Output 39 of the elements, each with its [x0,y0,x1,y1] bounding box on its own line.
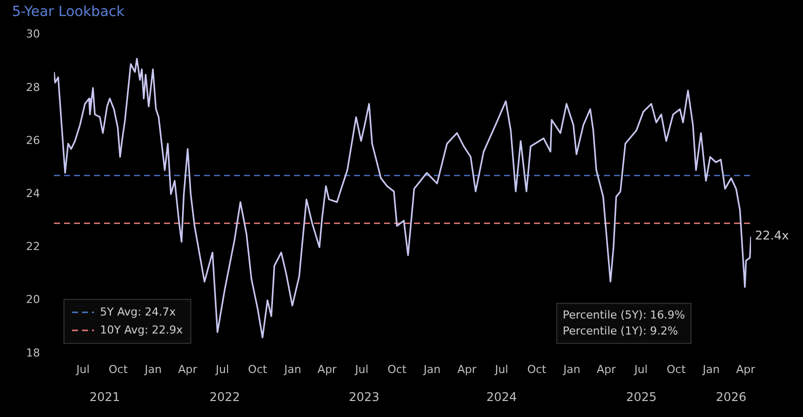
chart-subtitle: 5-Year Lookback [12,4,126,20]
x-tick-label: Jul [214,362,230,376]
annotation: Percentile (1Y): 9.2% [562,324,678,338]
y-tick-label: 20 [26,293,40,306]
x-tick-label: Jan [144,362,162,376]
x2-tick-label: 2021 [90,390,120,404]
x2-tick-label: 2022 [209,390,240,404]
annotation: Percentile (5Y): 16.9% [562,308,686,322]
y-tick-label: 22 [26,240,40,254]
x-tick-label: Apr [457,362,477,376]
x-tick-label: Oct [108,362,128,376]
x-tick-label: Jul [75,362,90,376]
y-tick-label: 24 [26,186,40,200]
x-tick-label: Jul [633,362,648,376]
legend-label: 10Y Avg: 22.9x [100,323,184,336]
x-tick-label: Jul [494,362,508,376]
x-tick-label: Oct [248,362,268,376]
x2-tick-label: 2025 [626,390,657,404]
x-tick-label: Jan [283,362,302,376]
x2-tick-label: 2024 [486,390,517,404]
x2-tick-label: 2023 [348,390,380,404]
x-tick-label: Apr [318,362,338,376]
x2-tick-label: 2026 [716,390,746,404]
y-tick-label: 30 [26,28,40,41]
x-tick-label: Apr [596,362,616,376]
x-tick-label: Oct [527,362,547,376]
x-tick-label: Oct [666,362,686,376]
x-tick-label: Jan [702,362,720,376]
annotation: 22.4x [755,228,789,243]
x-tick-label: Apr [178,362,198,376]
y-tick-label: 18 [26,346,40,360]
x-tick-label: Apr [736,362,756,376]
x-tick-label: Jul [354,362,368,376]
x-tick-label: Jan [422,362,441,376]
x-tick-label: Oct [387,362,408,376]
legend-label: 5Y Avg: 24.7x [100,305,176,318]
x-tick-label: Jan [562,362,580,376]
y-tick-label: 28 [26,80,40,94]
y-tick-label: 26 [26,134,40,147]
